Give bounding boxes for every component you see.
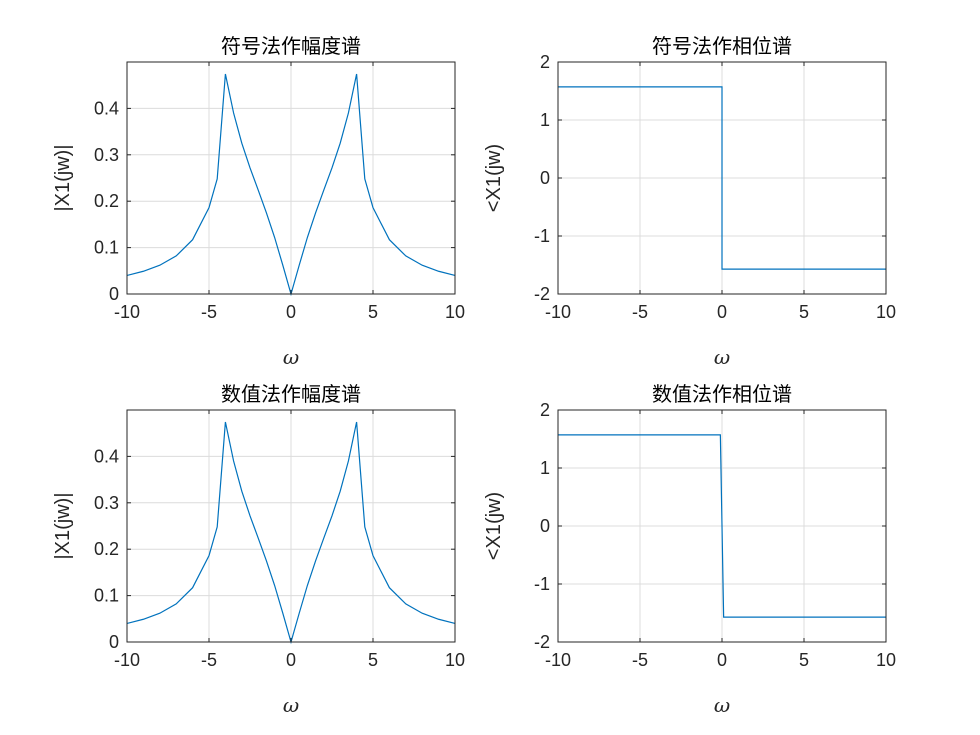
y-tick-label: -1 [534, 226, 550, 246]
y-tick-label: -1 [534, 574, 550, 594]
y-tick-label: 0 [109, 284, 119, 304]
x-tick-label: -10 [114, 650, 140, 670]
x-tick-label: 10 [445, 302, 465, 322]
x-tick-label: 5 [799, 650, 809, 670]
y-tick-label: 0.1 [94, 238, 119, 258]
x-tick-label: 0 [286, 302, 296, 322]
x-tick-label: -10 [114, 302, 140, 322]
y-tick-label: -2 [534, 284, 550, 304]
y-axis-label: |X1(jw)| [52, 492, 74, 559]
x-tick-label: -10 [545, 302, 571, 322]
y-tick-label: 0.3 [94, 145, 119, 165]
y-tick-label: 0 [109, 632, 119, 652]
y-tick-label: 0 [540, 168, 550, 188]
x-axis-label: ω [714, 693, 730, 717]
y-tick-label: 0.4 [94, 446, 119, 466]
x-tick-label: 10 [876, 302, 896, 322]
y-axis-label: <X1(jw) [483, 492, 505, 560]
y-axis-label: <X1(jw) [483, 144, 505, 212]
x-tick-label: 5 [368, 302, 378, 322]
subplot-1: -10 -5 0 5 10 0 0.1 0.2 0.3 0.4 符号法作幅度谱 ω |X1(jw)| [52, 34, 465, 369]
x-axis-label: ω [283, 345, 299, 369]
x-tick-label: -5 [632, 302, 648, 322]
y-tick-label: 0.1 [94, 586, 119, 606]
subplot-3: -10 -5 0 5 10 0 0.1 0.2 0.3 0.4 数值法作幅度谱 ω |X1(jw)| [52, 382, 465, 717]
x-axis-label: ω [714, 345, 730, 369]
x-tick-label: 5 [799, 302, 809, 322]
y-tick-label: 2 [540, 52, 550, 72]
x-tick-label: -5 [632, 650, 648, 670]
y-tick-label: 0.2 [94, 191, 119, 211]
y-tick-label: -2 [534, 632, 550, 652]
x-tick-label: -5 [201, 650, 217, 670]
chart-title: 数值法作幅度谱 [221, 382, 361, 406]
chart-title: 符号法作幅度谱 [221, 34, 361, 58]
y-tick-label: 0.3 [94, 493, 119, 513]
y-tick-label: 1 [540, 110, 550, 130]
x-tick-label: 0 [717, 650, 727, 670]
y-axis-label: |X1(jw)| [52, 144, 74, 211]
x-tick-label: 0 [286, 650, 296, 670]
chart-title: 数值法作相位谱 [652, 382, 792, 406]
y-tick-label: 0.2 [94, 539, 119, 559]
x-tick-label: 0 [717, 302, 727, 322]
x-tick-label: -5 [201, 302, 217, 322]
series-line [558, 86, 886, 270]
x-axis-label: ω [283, 693, 299, 717]
y-tick-label: 2 [540, 400, 550, 420]
x-tick-label: -10 [545, 650, 571, 670]
x-tick-label: 10 [445, 650, 465, 670]
x-tick-label: 5 [368, 650, 378, 670]
chart-title: 符号法作相位谱 [652, 34, 792, 58]
x-tick-label: 10 [876, 650, 896, 670]
y-tick-label: 1 [540, 458, 550, 478]
series-line [558, 434, 886, 618]
y-tick-label: 0.4 [94, 98, 119, 118]
y-tick-label: 0 [540, 516, 550, 536]
